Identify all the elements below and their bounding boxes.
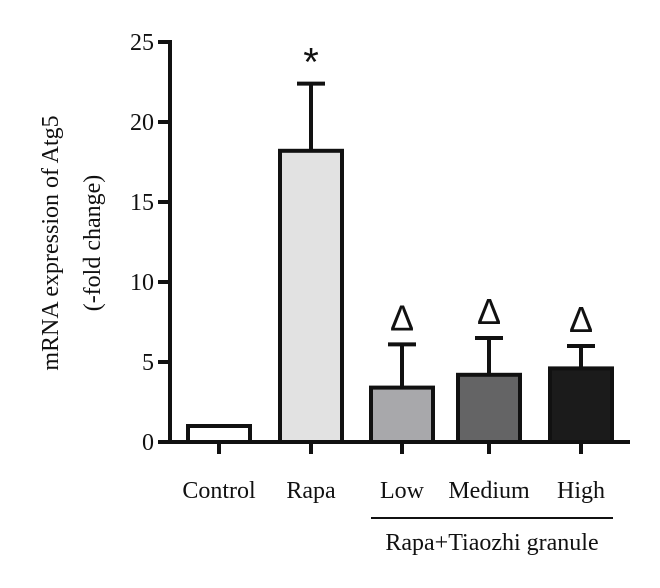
x-tick-label: Low bbox=[380, 478, 425, 504]
y-tick-label: 15 bbox=[130, 190, 154, 216]
bar bbox=[369, 385, 435, 445]
significance-delta: Δ bbox=[390, 297, 414, 338]
x-tick-label: Control bbox=[182, 478, 256, 504]
y-axis-ticks: 0 5 10 15 20 25 bbox=[130, 30, 172, 456]
x-axis-labels: Control Rapa Low Medium High bbox=[182, 440, 605, 504]
x-tick-label: Rapa bbox=[286, 478, 336, 504]
group-bracket: Rapa+Tiaozhi granule bbox=[371, 517, 613, 556]
bars bbox=[186, 148, 614, 445]
y-axis-title-line1: mRNA expression of Atg5 bbox=[38, 115, 64, 370]
significance-annotations: * Δ Δ Δ bbox=[303, 41, 593, 340]
significance-star: * bbox=[303, 41, 319, 85]
y-tick-label: 20 bbox=[130, 110, 154, 136]
bar bbox=[186, 424, 252, 444]
bar bbox=[548, 366, 614, 444]
y-axis-title-line2: (-fold change) bbox=[80, 175, 106, 312]
bar bbox=[278, 148, 344, 445]
x-tick-label: High bbox=[557, 478, 605, 504]
significance-delta: Δ bbox=[569, 299, 593, 340]
group-label: Rapa+Tiaozhi granule bbox=[385, 530, 598, 556]
bar bbox=[456, 372, 522, 444]
significance-delta: Δ bbox=[477, 291, 501, 332]
y-tick-label: 25 bbox=[130, 30, 154, 56]
y-tick-label: 5 bbox=[142, 350, 154, 376]
y-tick-label: 10 bbox=[130, 270, 154, 296]
y-tick-label: 0 bbox=[142, 430, 154, 456]
error-bars bbox=[297, 81, 595, 388]
y-axis-title: mRNA expression of Atg5 (-fold change) bbox=[38, 115, 106, 370]
x-tick-label: Medium bbox=[448, 478, 530, 504]
